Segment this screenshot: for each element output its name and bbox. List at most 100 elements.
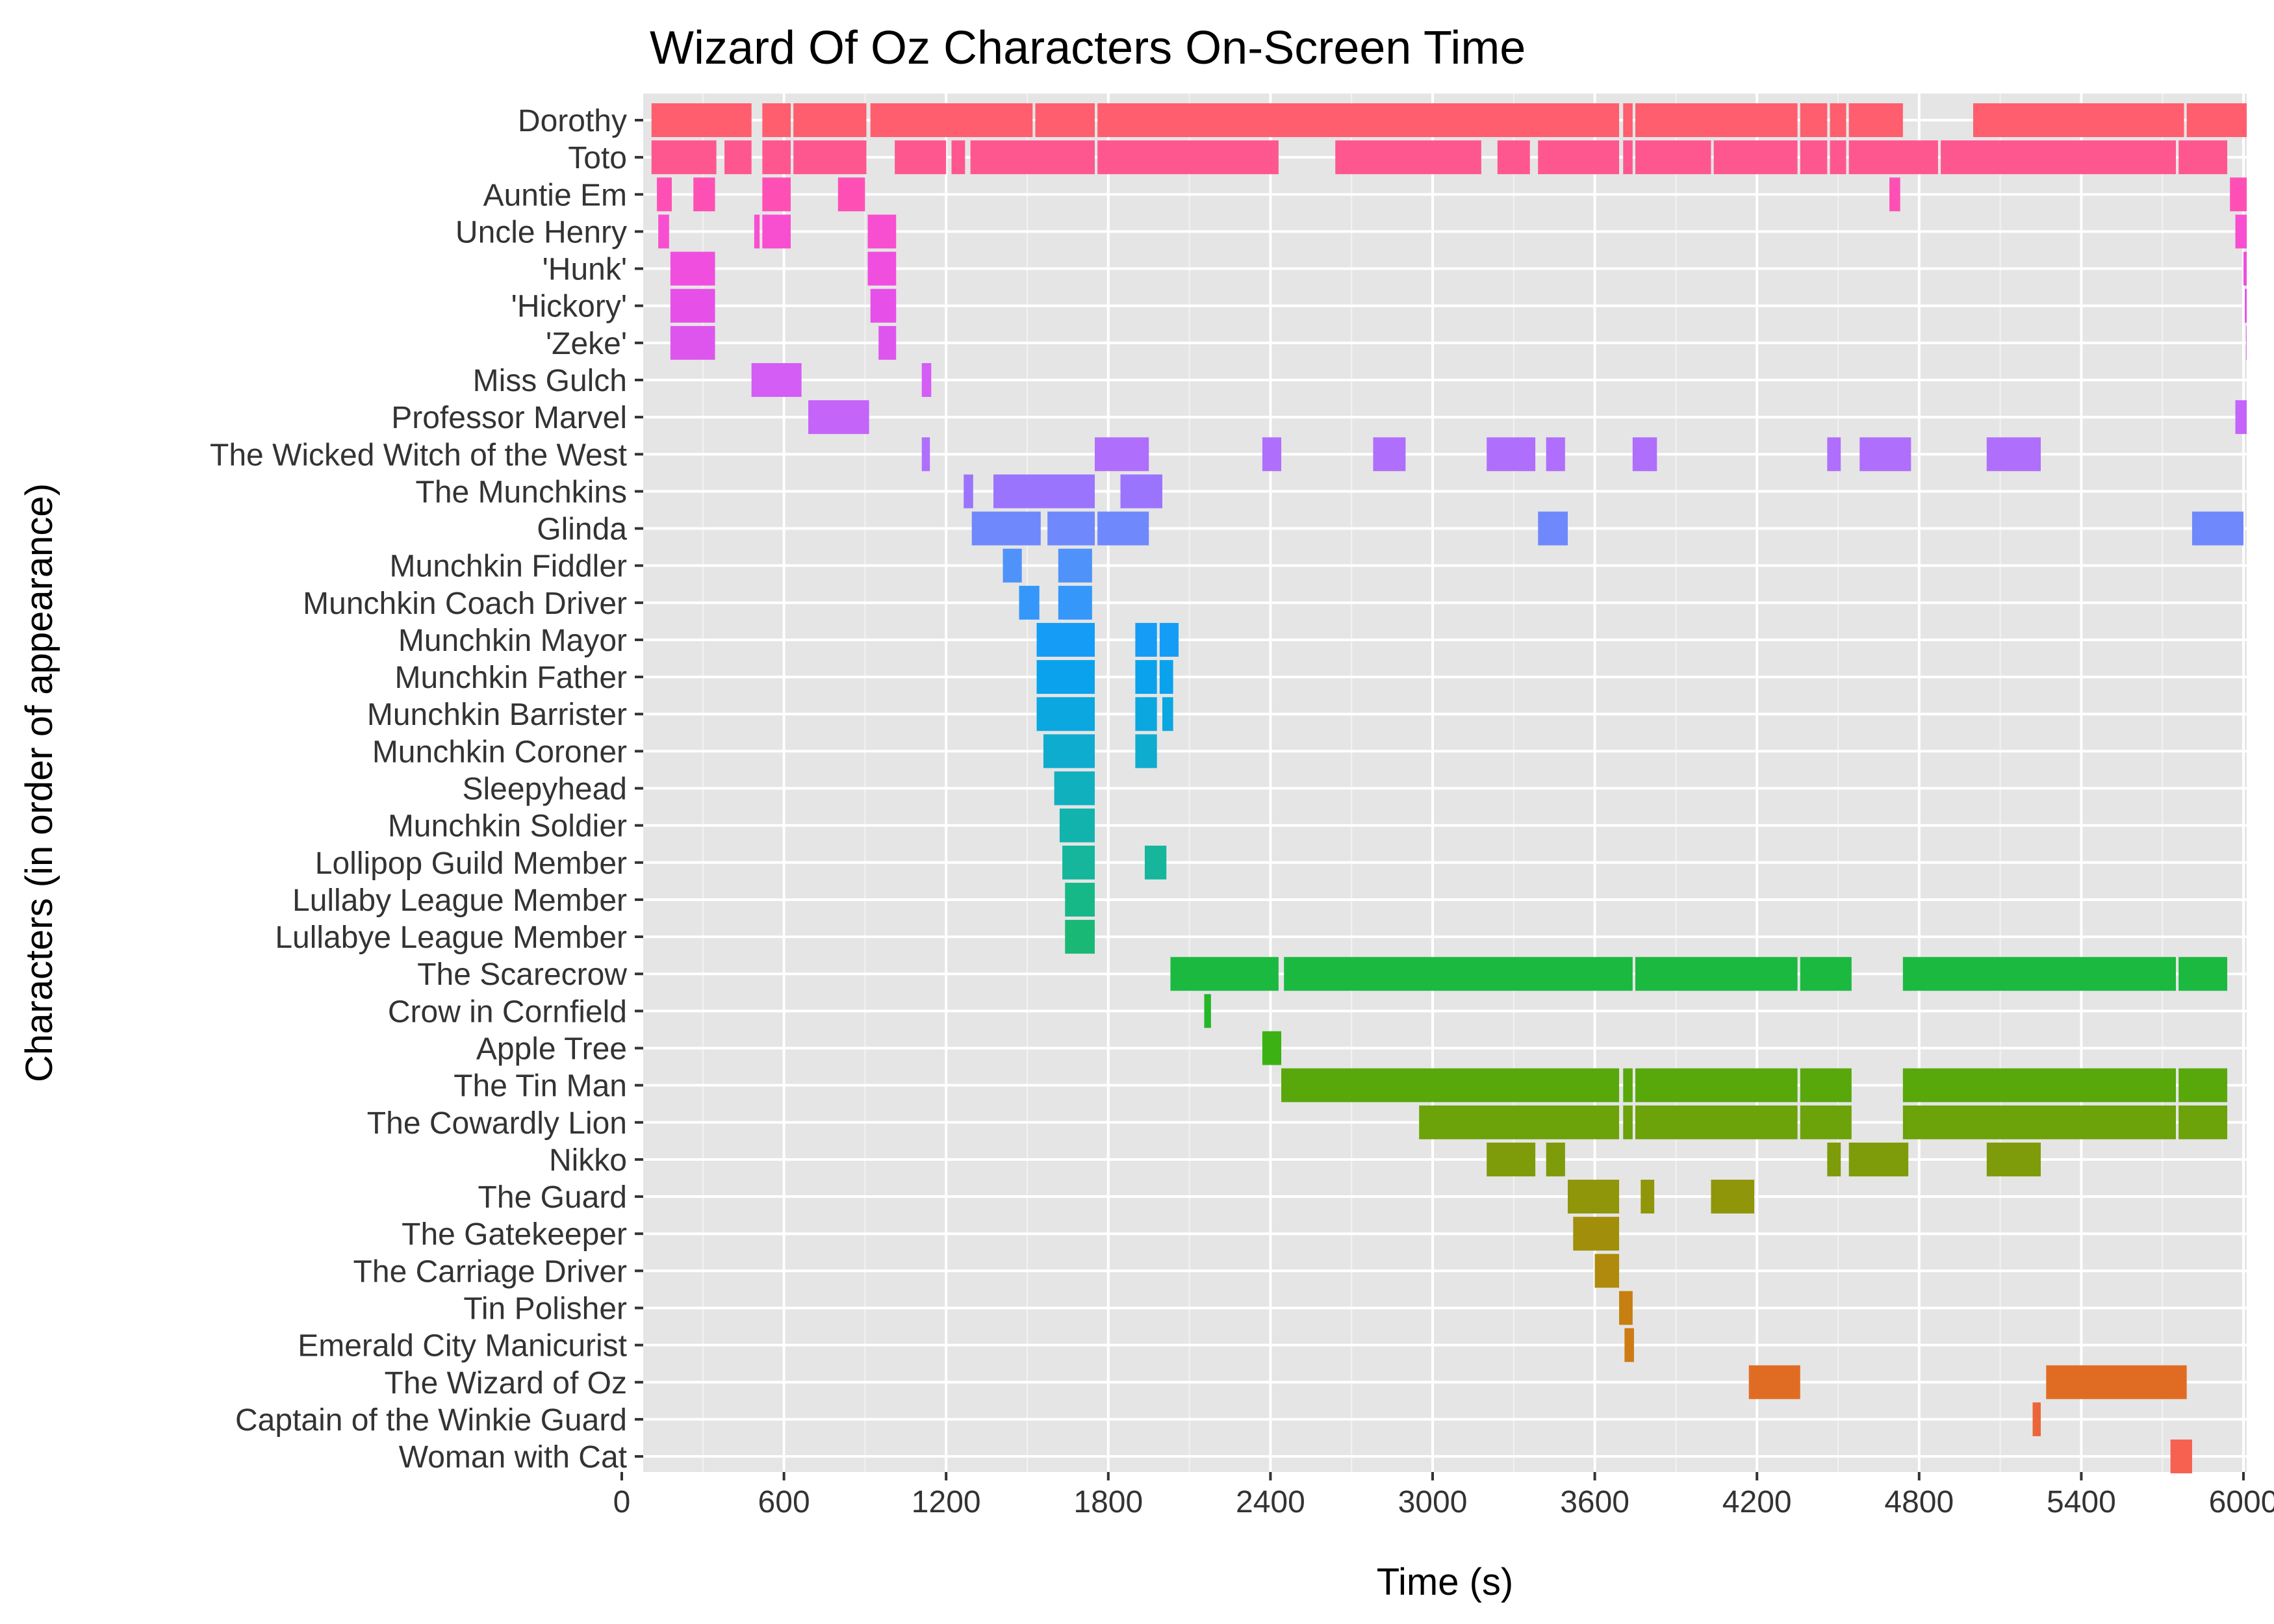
- bar-segment: [1800, 103, 1828, 137]
- bar-segment: [1573, 1217, 1620, 1251]
- y-tick-label: The Wicked Witch of the West: [210, 438, 627, 472]
- y-tick-label: Lollipop Guild Member: [315, 846, 627, 881]
- bar-segment: [670, 325, 715, 360]
- bar-segment: [1159, 660, 1173, 694]
- bar-segment: [2235, 400, 2247, 435]
- bar-segment: [1204, 994, 1211, 1028]
- bar-segment: [1635, 103, 1798, 137]
- bar-segment: [1830, 140, 1846, 175]
- bar-segment: [1003, 548, 1022, 583]
- bar-segment: [657, 177, 672, 212]
- bar-segment: [2178, 1105, 2228, 1139]
- x-tick-label: 1800: [1073, 1485, 1143, 1519]
- bar-segment: [895, 140, 947, 175]
- bar-segment: [1120, 474, 1162, 509]
- bar-segment: [1043, 734, 1095, 768]
- bar-segment: [1135, 697, 1157, 731]
- y-tick-label: Glinda: [537, 513, 627, 547]
- bar-segment: [1159, 622, 1179, 657]
- y-tick-label: Dorothy: [518, 104, 627, 138]
- bar-segment: [964, 474, 973, 509]
- bar-segment: [670, 251, 715, 286]
- bar-segment: [1986, 1142, 2041, 1176]
- bar-segment: [1054, 771, 1095, 806]
- bar-segment: [1538, 511, 1568, 546]
- bar-segment: [1062, 845, 1095, 880]
- bar-segment: [1623, 1105, 1633, 1139]
- bar-segment: [1144, 845, 1167, 880]
- bar-segment: [793, 140, 867, 175]
- bar-segment: [951, 140, 965, 175]
- bar-segment: [1487, 437, 1536, 472]
- bar-segment: [1748, 1365, 1800, 1399]
- x-axis-title: Time (s): [1377, 1561, 1513, 1603]
- y-tick-label: Miss Gulch: [473, 364, 627, 398]
- bar-segment: [1058, 585, 1092, 620]
- y-tick-label: Emerald City Manicurist: [298, 1329, 627, 1364]
- bar-segment: [1097, 140, 1279, 175]
- bar-segment: [1635, 140, 1711, 175]
- bar-segment: [1848, 103, 1903, 137]
- bar-segment: [1135, 622, 1157, 657]
- y-tick-label: 'Hickory': [511, 290, 627, 324]
- y-tick-label: Munchkin Barrister: [367, 698, 627, 732]
- y-tick-label: Lullabye League Member: [275, 920, 627, 955]
- bar-segment: [1986, 437, 2041, 472]
- bar-segment: [993, 474, 1095, 509]
- bar-segment: [1859, 437, 1911, 472]
- x-tick-label: 6000: [2209, 1485, 2274, 1519]
- bar-segment: [1623, 140, 1633, 175]
- bar-segment: [724, 140, 752, 175]
- x-tick-label: 1200: [912, 1485, 981, 1519]
- bar-segment: [921, 362, 932, 397]
- bar-segment: [867, 251, 897, 286]
- y-tick-label: Captain of the Winkie Guard: [235, 1403, 627, 1438]
- bar-segment: [754, 214, 760, 249]
- y-tick-label: The Wizard of Oz: [385, 1366, 627, 1401]
- bar-segment: [1827, 437, 1841, 472]
- x-tick-label: 5400: [2047, 1485, 2116, 1519]
- bar-segment: [1800, 957, 1852, 991]
- bar-segment: [762, 177, 791, 212]
- y-tick-label: Munchkin Fiddler: [390, 550, 628, 584]
- bar-segment: [651, 103, 752, 137]
- x-tick-label: 3600: [1560, 1485, 1629, 1519]
- y-tick-label: 'Zeke': [546, 327, 627, 361]
- bar-segment: [1284, 957, 1633, 991]
- x-tick-label: 4800: [1884, 1485, 1954, 1519]
- bar-segment: [1889, 177, 1900, 212]
- y-tick-label: The Guard: [478, 1180, 627, 1215]
- x-tick-label: 600: [758, 1485, 810, 1519]
- y-tick-label: Sleepyhead: [462, 772, 627, 807]
- bar-segment: [2046, 1365, 2187, 1399]
- bar-segment: [1419, 1105, 1620, 1139]
- bar-segment: [970, 140, 1095, 175]
- bar-segment: [651, 140, 717, 175]
- bar-segment: [2178, 1068, 2228, 1102]
- y-tick-label: The Carriage Driver: [353, 1254, 627, 1289]
- bar-segment: [1568, 1180, 1620, 1214]
- bar-segment: [1848, 140, 1938, 175]
- bar-segment: [1036, 660, 1095, 694]
- y-tick-label: Crow in Cornfield: [388, 995, 627, 1029]
- bar-segment: [1373, 437, 1406, 472]
- bar-segment: [762, 103, 791, 137]
- x-tick-label: 4200: [1722, 1485, 1792, 1519]
- bar-segment: [1135, 660, 1157, 694]
- bar-segment: [762, 214, 791, 249]
- bar-segment: [751, 362, 802, 397]
- chart-title: Wizard Of Oz Characters On-Screen Time: [650, 22, 1526, 74]
- bar-segment: [1848, 1142, 1909, 1176]
- bar-segment: [2230, 177, 2247, 212]
- bar-segment: [2186, 103, 2247, 137]
- minor-gridlines: [702, 94, 2164, 1472]
- bar-segment: [2032, 1402, 2041, 1436]
- bar-segment: [870, 103, 1033, 137]
- bar-segment: [2245, 288, 2247, 323]
- bar-segment: [1546, 1142, 1565, 1176]
- bar-segment: [1623, 1068, 1633, 1102]
- bar-segment: [1335, 140, 1481, 175]
- bar-segment: [1036, 697, 1095, 731]
- bar-segment: [1170, 957, 1279, 991]
